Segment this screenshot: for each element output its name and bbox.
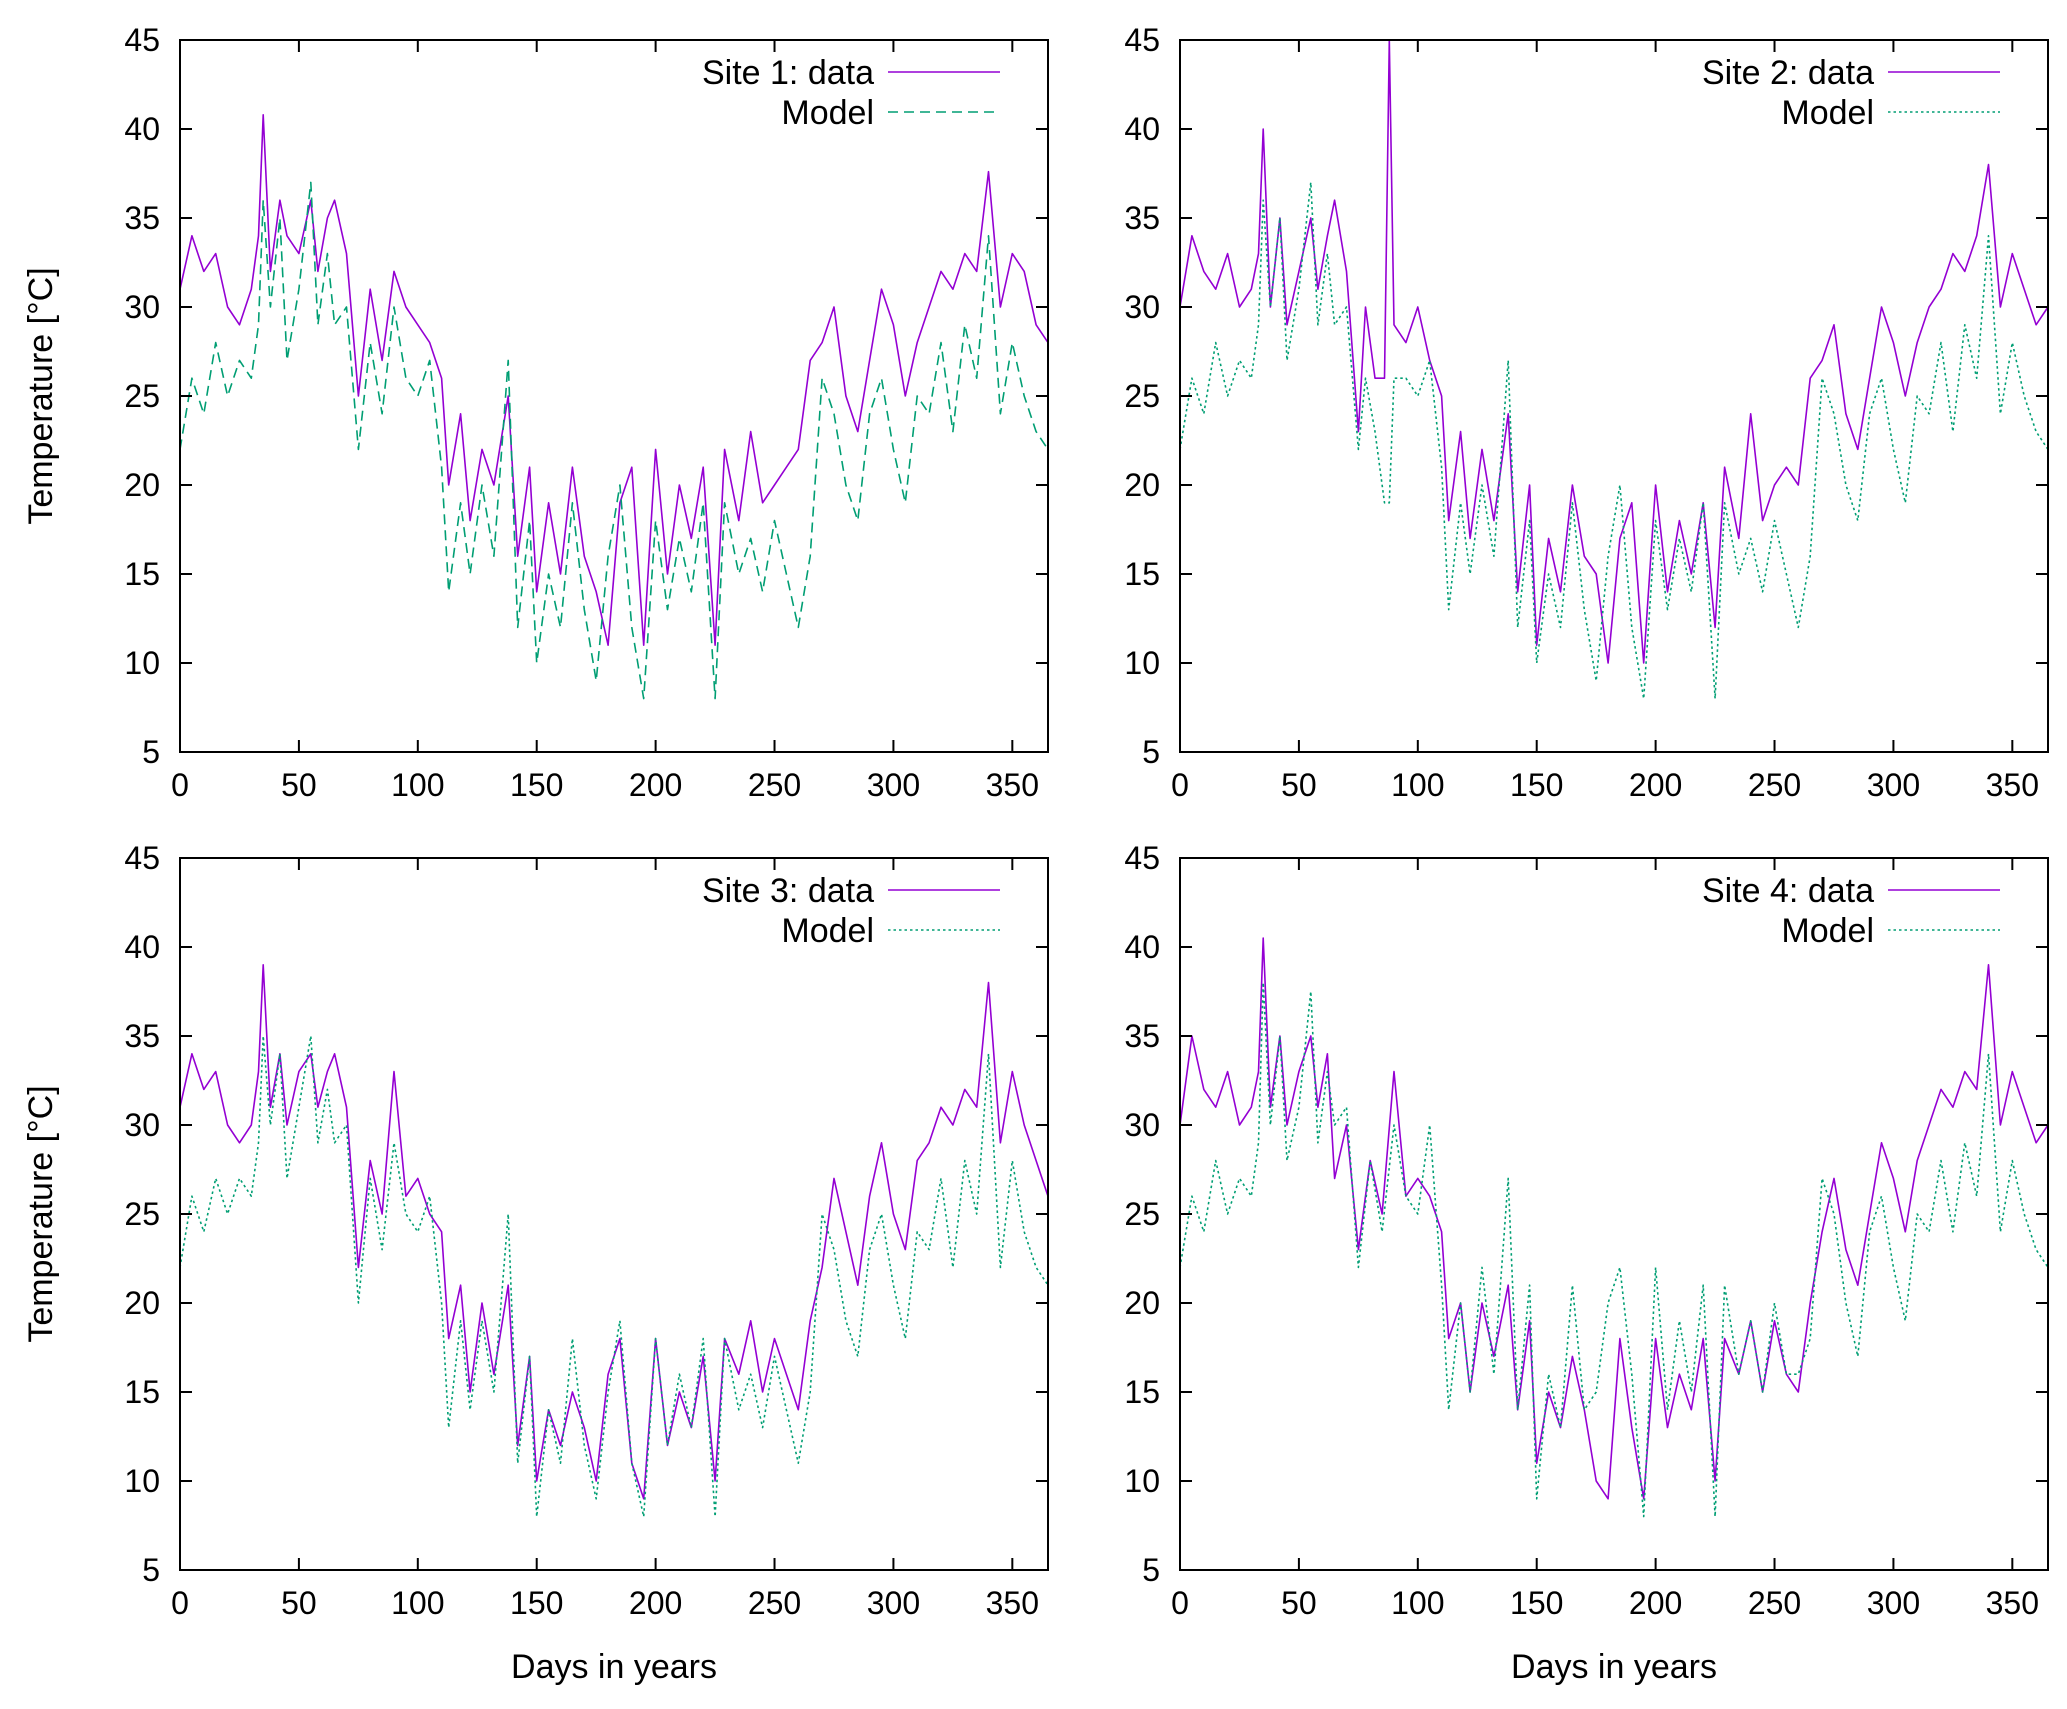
panel-top-left: 0 50 100 150 200 250 300 350 5 10 15 20 25 30 35 40 45 Te…	[22, 22, 1049, 803]
legend-label-data: Site 1: data	[702, 54, 874, 92]
y-tick-label: 20	[1124, 1285, 1160, 1321]
y-tick-label: 5	[142, 734, 160, 770]
series-line-data	[180, 963, 1048, 1500]
x-tick-label: 50	[1281, 1585, 1317, 1621]
y-tick-label: 5	[1142, 734, 1160, 770]
y-tick-label: 15	[1124, 1374, 1160, 1410]
y-tick-label: 20	[124, 1285, 160, 1321]
x-tick-label: 250	[1748, 767, 1801, 803]
x-axis-title: Days in years	[511, 1648, 717, 1686]
legend-label-data: Site 2: data	[1702, 54, 1874, 92]
legend-label-model: Model	[781, 912, 874, 950]
series-line-model	[180, 1035, 1048, 1518]
x-axis-title: Days in years	[1511, 1648, 1717, 1686]
legend-label-model: Model	[1781, 912, 1874, 950]
panel-bottom-right: 0 50 100 150 200 250 300 350 5 10 15 20 25 30 35 40 45 Da…	[1124, 840, 2049, 1686]
y-tick-label: 15	[1124, 556, 1160, 592]
x-tick-label: 350	[986, 1585, 1039, 1621]
y-tick-label: 10	[124, 1463, 160, 1499]
x-tick-label: 250	[1748, 1585, 1801, 1621]
y-tick-label: 40	[1124, 929, 1160, 965]
x-tick-label: 150	[510, 767, 563, 803]
y-tick-label: 35	[1124, 1018, 1160, 1054]
y-tick-label: 40	[124, 111, 160, 147]
x-tick-label: 50	[281, 1585, 317, 1621]
panel-bottom-left: 0 50 100 150 200 250 300 350 5 10 15 20 25 30 35 40 45 Te…	[22, 840, 1049, 1686]
y-tick-label: 25	[1124, 378, 1160, 414]
y-tick-label: 15	[124, 556, 160, 592]
x-tick-label: 100	[1391, 767, 1444, 803]
series-line-model	[180, 181, 1048, 700]
x-tick-label: 300	[1867, 767, 1920, 803]
y-tick-label: 45	[124, 840, 160, 876]
x-tick-label: 0	[1171, 767, 1189, 803]
legend-label-model: Model	[1781, 94, 1874, 132]
legend-label-data: Site 3: data	[702, 872, 874, 910]
y-tick-label: 15	[124, 1374, 160, 1410]
legend-label-model: Model	[781, 94, 874, 132]
plot-frame	[179, 857, 1049, 1571]
series-line-data	[180, 114, 1048, 647]
x-tick-label: 300	[867, 767, 920, 803]
x-tick-label: 350	[1986, 1585, 2039, 1621]
x-tick-label: 300	[1867, 1585, 1920, 1621]
y-tick-label: 20	[1124, 467, 1160, 503]
y-tick-label: 10	[1124, 645, 1160, 681]
x-tick-label: 100	[391, 1585, 444, 1621]
plot-frame	[1179, 39, 2049, 753]
series-line-model	[1180, 981, 2048, 1518]
y-tick-label: 5	[1142, 1552, 1160, 1588]
x-tick-label: 150	[1510, 767, 1563, 803]
x-tick-label: 50	[1281, 767, 1317, 803]
panel-top-right: 0 50 100 150 200 250 300 350 5 10 15 20 25 30 35 40 45 Si…	[1124, 22, 2049, 803]
x-tick-label: 200	[1629, 1585, 1682, 1621]
y-tick-label: 30	[124, 289, 160, 325]
y-tick-label: 30	[124, 1107, 160, 1143]
series-line-data	[1180, 40, 2048, 664]
y-tick-label: 35	[124, 200, 160, 236]
x-tick-label: 100	[1391, 1585, 1444, 1621]
y-tick-label: 5	[142, 1552, 160, 1588]
y-tick-label: 20	[124, 467, 160, 503]
y-tick-label: 45	[1124, 840, 1160, 876]
y-tick-label: 10	[1124, 1463, 1160, 1499]
x-tick-label: 350	[1986, 767, 2039, 803]
y-tick-label: 25	[124, 378, 160, 414]
x-tick-label: 350	[986, 767, 1039, 803]
x-tick-label: 250	[748, 767, 801, 803]
y-tick-label: 40	[1124, 111, 1160, 147]
y-axis-title: Temperature [°C]	[22, 1085, 60, 1342]
y-tick-label: 25	[124, 1196, 160, 1232]
x-tick-label: 0	[1171, 1585, 1189, 1621]
y-tick-label: 40	[124, 929, 160, 965]
x-tick-label: 50	[281, 767, 317, 803]
legend-label-data: Site 4: data	[1702, 872, 1874, 910]
y-tick-label: 45	[124, 22, 160, 58]
x-tick-label: 200	[629, 767, 682, 803]
x-tick-label: 300	[867, 1585, 920, 1621]
series-line-data	[1180, 937, 2048, 1500]
y-tick-label: 30	[1124, 289, 1160, 325]
x-tick-label: 150	[1510, 1585, 1563, 1621]
y-tick-label: 30	[1124, 1107, 1160, 1143]
series-line-model	[1180, 181, 2048, 700]
y-tick-label: 35	[1124, 200, 1160, 236]
x-tick-label: 200	[1629, 767, 1682, 803]
y-axis-title: Temperature [°C]	[22, 267, 60, 524]
x-tick-label: 200	[629, 1585, 682, 1621]
x-tick-label: 250	[748, 1585, 801, 1621]
y-tick-label: 35	[124, 1018, 160, 1054]
x-tick-label: 100	[391, 767, 444, 803]
x-tick-label: 0	[171, 767, 189, 803]
x-tick-label: 0	[171, 1585, 189, 1621]
y-tick-label: 10	[124, 645, 160, 681]
y-tick-label: 45	[1124, 22, 1160, 58]
y-tick-label: 25	[1124, 1196, 1160, 1232]
x-tick-label: 150	[510, 1585, 563, 1621]
